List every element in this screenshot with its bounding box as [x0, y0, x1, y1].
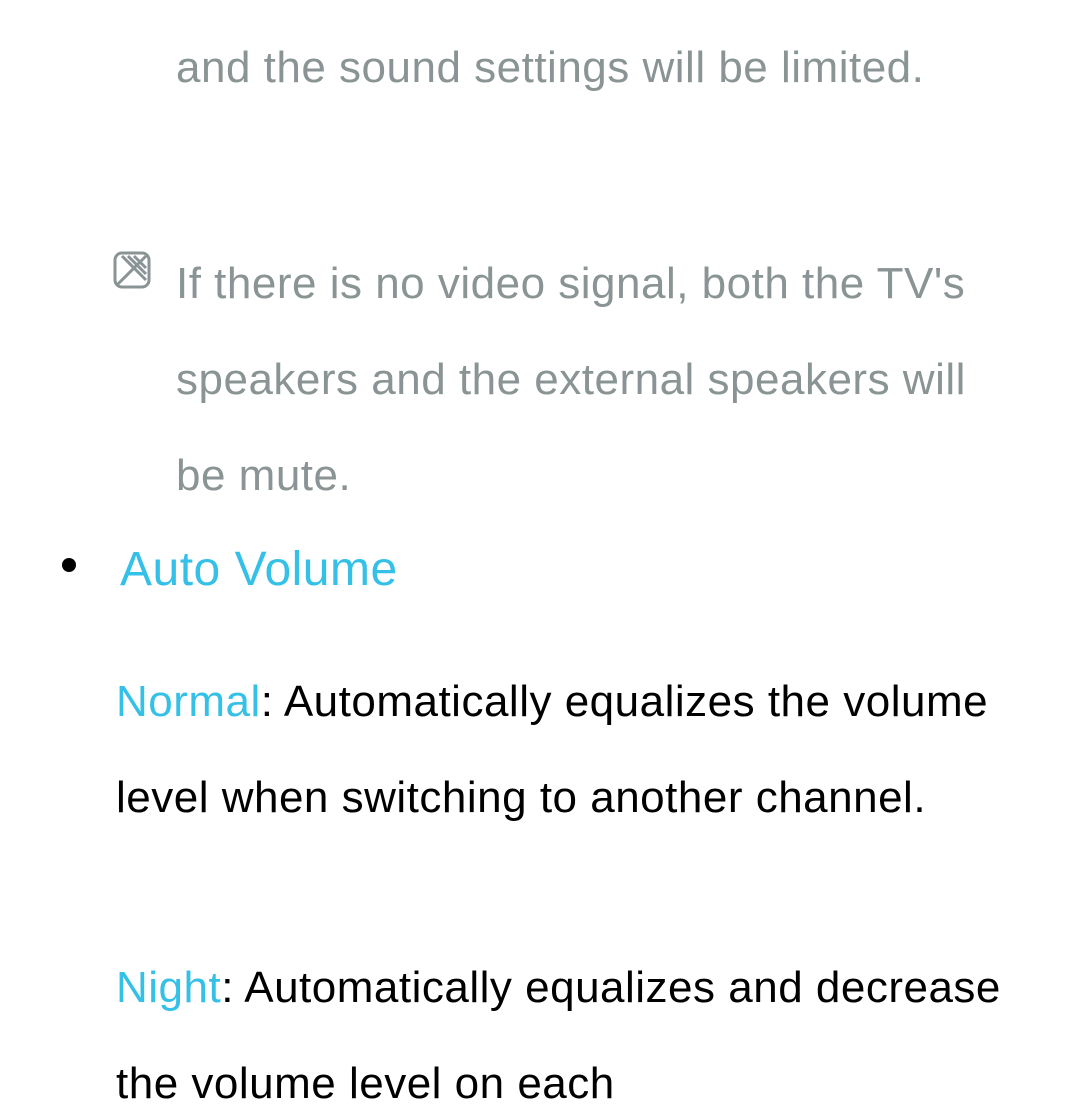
note-block: If there is no video signal, both the TV… [112, 236, 1032, 524]
note-text: If there is no video signal, both the TV… [176, 236, 1006, 524]
manual-page-fragment: and the sound settings will be limited. … [0, 0, 1080, 1104]
heading-auto-volume: Auto Volume [120, 540, 1042, 600]
mode-normal-label: Normal [116, 677, 261, 726]
bullet-item-auto-volume: Auto Volume [62, 540, 1042, 600]
mode-night-description: : Automatically equalizes and decrease t… [116, 963, 1001, 1104]
bullet-dot-icon [62, 558, 76, 572]
mode-normal-paragraph: Normal: Automatically equalizes the volu… [116, 654, 1046, 846]
mode-night-label: Night [116, 963, 221, 1012]
mode-night-paragraph: Night: Automatically equalizes and decre… [116, 940, 1046, 1104]
note-icon [112, 250, 152, 290]
carryover-text: and the sound settings will be limited. [176, 20, 1006, 116]
